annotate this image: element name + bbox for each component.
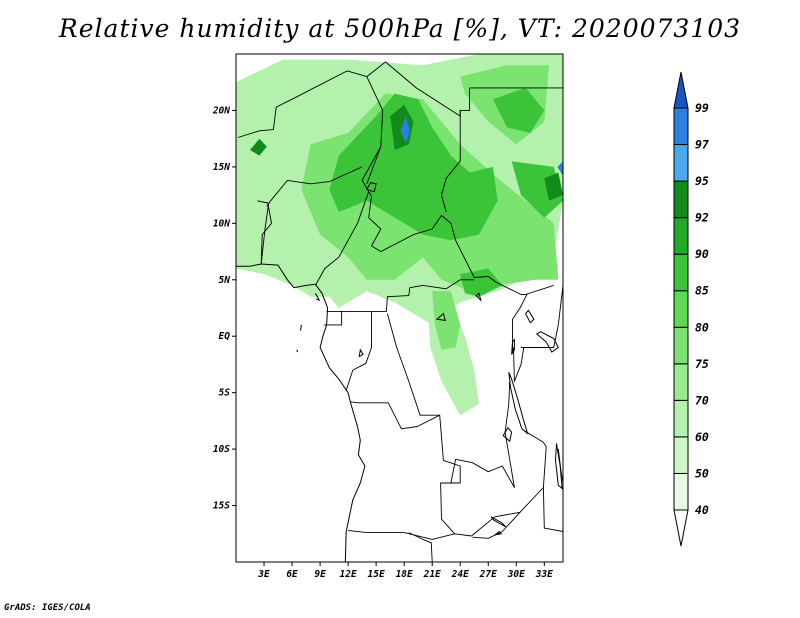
country-boundary [260, 202, 270, 265]
lat-tick-label: 10N [213, 218, 230, 229]
lon-tick-label: 30E [507, 569, 525, 580]
humidity-region-85 [511, 161, 563, 218]
figure-title: Relative humidity at 500hPa [%], VT: 202… [58, 14, 742, 43]
colorbar-box [673, 144, 689, 182]
lat-tick-label: 10S [213, 444, 230, 455]
country-boundary [323, 311, 343, 326]
lon-tick-label: 6E [286, 569, 298, 580]
colorbar-box [673, 217, 689, 255]
colorbar-box [673, 326, 689, 365]
country-boundary [257, 200, 272, 265]
colorbar-label: 85 [695, 284, 709, 298]
lon-tick-label: 3E [257, 569, 270, 580]
humidity-region-92 [250, 138, 267, 156]
lon-tick-label: 33E [535, 569, 553, 580]
colorbar-box [673, 399, 689, 438]
country-boundary [513, 347, 525, 382]
colorbar-label: 90 [695, 247, 709, 261]
lon-tick-label: 15E [368, 569, 385, 580]
colorbar-label: 80 [695, 320, 709, 334]
colorbar-label: 99 [695, 101, 709, 115]
humidity-region-97 [557, 161, 563, 176]
coastline [236, 263, 366, 562]
lake-outline [502, 426, 513, 443]
lake-outline [366, 182, 377, 193]
country-boundary [512, 293, 528, 352]
country-boundary [366, 76, 384, 184]
country-boundary [326, 279, 475, 312]
lon-tick-label: 24E [451, 569, 469, 580]
country-boundary [237, 61, 386, 138]
island-outline [296, 349, 299, 353]
colorbar-label: 92 [695, 211, 709, 225]
country-boundary [472, 511, 521, 539]
humidity-region-97 [400, 116, 410, 144]
country-boundary [348, 529, 472, 540]
country-boundary [441, 110, 461, 213]
lat-tick-label: EQ [219, 331, 231, 342]
lon-tick-label: 21E [423, 569, 441, 580]
colorbar-triangle-high [673, 71, 689, 109]
colorbar-label: 75 [695, 357, 709, 371]
island-outline [314, 293, 321, 302]
country-boundary [386, 313, 461, 535]
lat-tick-label: 15N [213, 162, 230, 173]
humidity-region-85 [492, 87, 545, 133]
country-boundary [408, 532, 433, 562]
colorbar-label: 95 [695, 174, 709, 188]
country-boundary [266, 166, 363, 207]
colorbar-box [673, 107, 689, 146]
colorbar-box [673, 290, 689, 328]
country-boundary [542, 487, 563, 532]
lat-tick-label: 20N [212, 105, 230, 116]
map-axes: 20N 15N 10N 5N EQ 5S 10S 15S 3E 6E 9E 12E 15E 18E 21E 2… [212, 105, 553, 580]
lake-outline [358, 348, 364, 358]
country-boundary [315, 191, 370, 286]
colorbar-label: 70 [695, 393, 709, 407]
lon-tick-label: 12E [340, 569, 357, 580]
grads-credit: GrADS: IGES/COLA [4, 603, 91, 613]
colorbar-box [673, 253, 689, 292]
lat-tick-label: 15S [213, 501, 230, 512]
lake-outline [535, 331, 559, 353]
colorbar-label: 97 [695, 138, 709, 152]
lake-outline [525, 309, 535, 324]
country-boundary [471, 429, 547, 537]
lake-outline [435, 312, 446, 321]
lon-tick-label: 9E [314, 569, 326, 580]
humidity-region-85 [329, 93, 498, 241]
humidity-region-75 [432, 291, 461, 350]
country-boundary [345, 311, 372, 391]
lake-outline [508, 372, 529, 435]
humidity-field [236, 54, 563, 416]
humidity-region-85 [460, 268, 503, 297]
lon-tick-label: 27E [479, 569, 497, 580]
country-boundary [557, 449, 563, 484]
country-boundary [361, 146, 554, 295]
country-boundary [521, 285, 563, 348]
lake-outline [475, 292, 482, 302]
colorbar-box [673, 363, 689, 401]
humidity-region-92 [544, 172, 563, 201]
colorbar: 40 50 60 70 75 80 85 90 92 95 97 99 [673, 71, 709, 547]
lat-tick-label: 5N [219, 275, 231, 286]
colorbar-label: 60 [695, 430, 709, 444]
lon-tick-label: 18E [396, 569, 413, 580]
colorbar-label: 40 [695, 503, 709, 517]
country-boundary [349, 401, 440, 430]
colorbar-triangle-low [673, 509, 689, 547]
colorbar-box [673, 472, 689, 511]
colorbar-label: 50 [695, 466, 709, 480]
country-boundary [450, 381, 515, 488]
country-boundaries [237, 61, 563, 562]
map-frame [235, 53, 564, 563]
colorbar-box [673, 180, 689, 219]
lat-tick-label: 5S [219, 388, 231, 399]
colorbar-box [673, 436, 689, 474]
island-outline [300, 324, 302, 331]
